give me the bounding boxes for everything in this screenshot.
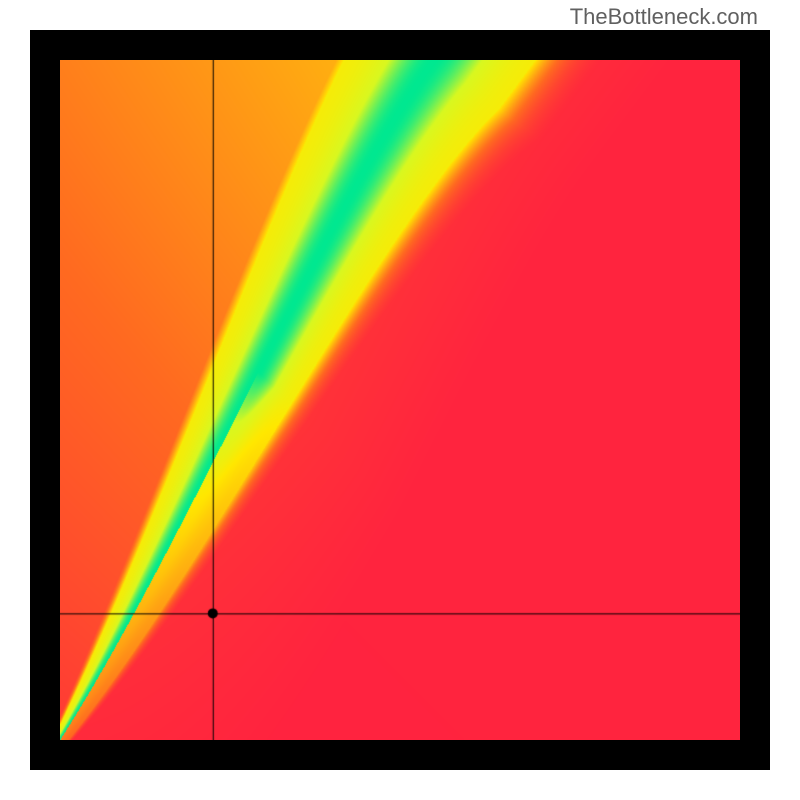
chart-container: TheBottleneck.com (0, 0, 800, 800)
attribution-text: TheBottleneck.com (570, 4, 758, 30)
heatmap-canvas (60, 60, 740, 740)
chart-frame (30, 30, 770, 770)
